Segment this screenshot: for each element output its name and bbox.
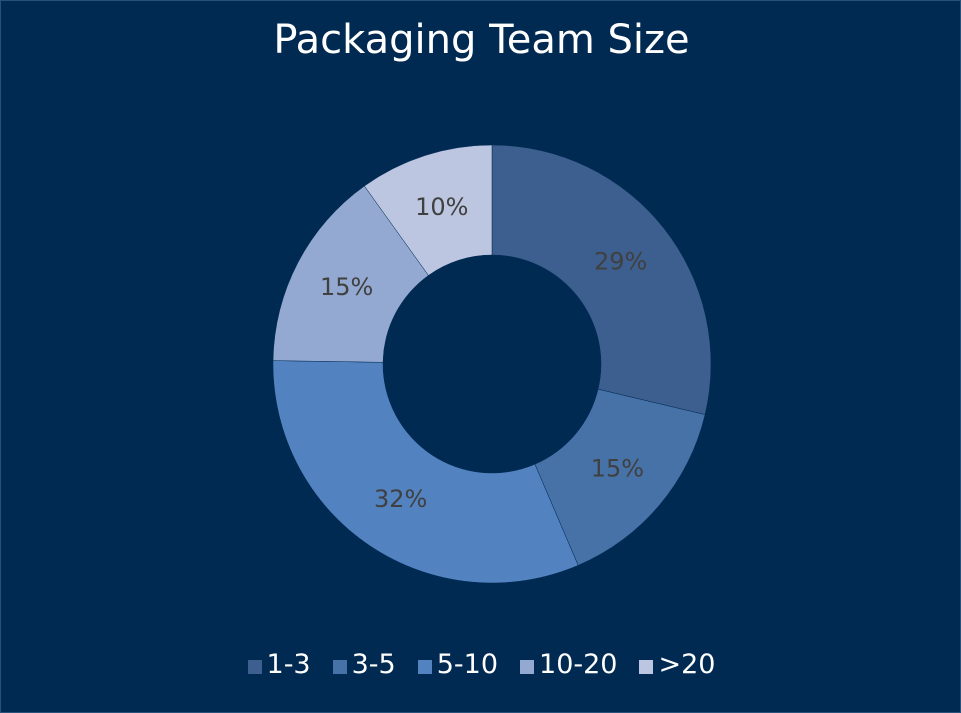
legend-item-1: 1-3 bbox=[247, 649, 311, 680]
legend-swatch-5 bbox=[639, 659, 654, 674]
legend-swatch-3 bbox=[417, 659, 432, 674]
data-label-1: 29% bbox=[594, 247, 647, 275]
data-label-5: 10% bbox=[415, 193, 468, 221]
legend-label-4: 10-20 bbox=[539, 649, 618, 680]
data-label-3: 32% bbox=[374, 485, 427, 513]
chart-title: Packaging Team Size bbox=[273, 17, 690, 63]
legend-swatch-1 bbox=[247, 659, 262, 674]
data-label-4: 15% bbox=[320, 273, 373, 301]
legend: 1-3 3-5 5-10 10-20 >20 bbox=[1, 649, 961, 680]
legend-item-4: 10-20 bbox=[520, 649, 617, 680]
legend-item-2: 3-5 bbox=[332, 649, 396, 680]
legend-item-3: 5-10 bbox=[417, 649, 499, 680]
legend-swatch-4 bbox=[520, 659, 535, 674]
data-label-2: 15% bbox=[591, 455, 644, 483]
donut-slice-4 bbox=[272, 185, 429, 363]
legend-item-5: >20 bbox=[639, 649, 715, 680]
donut-slice-2 bbox=[534, 388, 706, 566]
legend-label-5: >20 bbox=[658, 649, 716, 680]
legend-label-2: 3-5 bbox=[351, 649, 396, 680]
legend-label-3: 5-10 bbox=[436, 649, 499, 680]
legend-swatch-2 bbox=[332, 659, 347, 674]
donut-slice-3 bbox=[272, 360, 579, 584]
donut-slice-1 bbox=[491, 144, 712, 415]
legend-label-1: 1-3 bbox=[266, 649, 311, 680]
donut-slice-5 bbox=[364, 144, 493, 276]
